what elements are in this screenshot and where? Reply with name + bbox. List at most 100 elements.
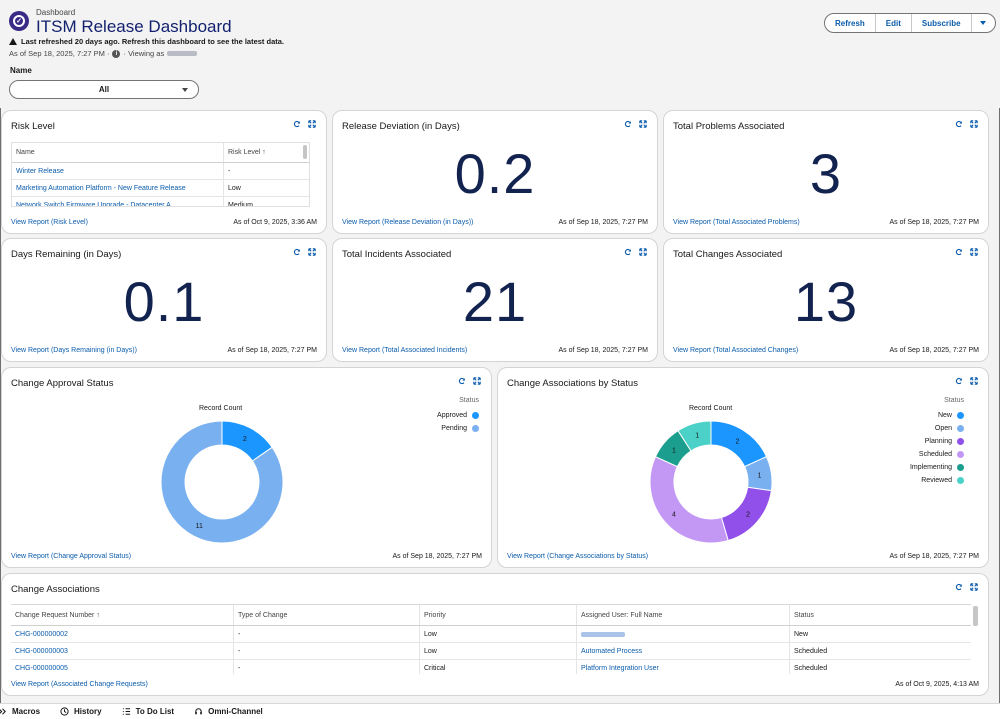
legend-item-scheduled[interactable]: Scheduled <box>844 448 964 461</box>
expand-icon[interactable] <box>473 377 481 385</box>
legend-item-pending[interactable]: Pending <box>359 422 479 435</box>
column-header[interactable]: Change Request Number ↑ <box>11 605 234 625</box>
chart-legend: Status New Open Planning Scheduled Implement… <box>844 397 964 487</box>
refresh-button[interactable]: Refresh <box>825 14 876 32</box>
scrollbar[interactable] <box>973 606 978 626</box>
card-title: Days Remaining (in Days) <box>11 249 122 260</box>
omni-channel-utility[interactable]: Omni-Channel <box>194 707 263 716</box>
legend-title: Status <box>944 397 964 404</box>
priority-cell: Critical <box>420 660 577 674</box>
view-report-link[interactable]: View Report (Release Deviation (in Days)… <box>342 219 474 226</box>
breadcrumb[interactable]: Dashboard <box>36 8 76 17</box>
history-utility[interactable]: History <box>60 707 102 716</box>
name-filter-select[interactable]: All <box>9 80 199 99</box>
scrollbar[interactable] <box>303 145 307 159</box>
metric-value[interactable]: 13 <box>793 270 859 333</box>
donut-slice-pending[interactable] <box>160 420 284 544</box>
legend-swatch <box>957 464 964 471</box>
slice-value-label: 2 <box>243 436 247 443</box>
release-link[interactable]: Marketing Automation Platform - New Feat… <box>12 180 224 196</box>
legend-swatch <box>472 425 479 432</box>
view-report-link[interactable]: View Report (Total Associated Incidents) <box>342 347 468 354</box>
view-report-link[interactable]: View Report (Change Associations by Stat… <box>507 553 649 560</box>
legend-item-approved[interactable]: Approved <box>359 409 479 422</box>
legend-item-planning[interactable]: Planning <box>844 435 964 448</box>
card-title: Change Associations by Status <box>507 378 638 389</box>
legend-swatch <box>472 412 479 419</box>
change-request-link[interactable]: CHG-000000003 <box>11 643 234 659</box>
table-header-row: Change Request Number ↑ Type of Change P… <box>11 605 971 626</box>
card-tools <box>624 248 647 256</box>
view-report-link[interactable]: View Report (Associated Change Requests) <box>11 681 148 688</box>
view-report-link[interactable]: View Report (Days Remaining (in Days)) <box>11 347 137 354</box>
release-link[interactable]: Network Switch Firmware Upgrade - Datace… <box>12 197 224 206</box>
release-link[interactable]: Winter Release <box>12 163 224 179</box>
expand-icon[interactable] <box>639 120 647 128</box>
filter-value: All <box>98 85 110 94</box>
refresh-icon[interactable] <box>293 248 301 256</box>
clock-icon <box>60 707 69 716</box>
legend-item-new[interactable]: New <box>844 409 964 422</box>
assigned-user-cell[interactable] <box>577 626 790 642</box>
refresh-icon[interactable] <box>955 120 963 128</box>
edit-button[interactable]: Edit <box>876 14 912 32</box>
table-row: Network Switch Firmware Upgrade - Datace… <box>12 197 309 207</box>
change-request-link[interactable]: CHG-000000005 <box>11 660 234 674</box>
expand-icon[interactable] <box>970 248 978 256</box>
legend-item-open[interactable]: Open <box>844 422 964 435</box>
refresh-icon[interactable] <box>624 248 632 256</box>
legend-item-reviewed[interactable]: Reviewed <box>844 474 964 487</box>
column-header-name[interactable]: Name <box>12 143 224 162</box>
legend-swatch <box>957 451 964 458</box>
refresh-icon[interactable] <box>624 120 632 128</box>
expand-icon[interactable] <box>639 248 647 256</box>
expand-icon[interactable] <box>308 120 316 128</box>
legend-label: Approved <box>437 412 467 419</box>
view-report-link[interactable]: View Report (Change Approval Status) <box>11 553 132 560</box>
viewing-as-text: · Viewing as <box>123 49 165 58</box>
column-header[interactable]: Type of Change <box>234 605 420 625</box>
legend-item-implementing[interactable]: Implementing <box>844 461 964 474</box>
more-actions-button[interactable] <box>972 14 995 32</box>
refresh-icon[interactable] <box>955 377 963 385</box>
refresh-icon[interactable] <box>955 248 963 256</box>
expand-icon[interactable] <box>970 120 978 128</box>
risk-level-value: Medium <box>228 201 253 207</box>
refresh-icon[interactable] <box>955 583 963 591</box>
metric-value[interactable]: 0.1 <box>123 270 205 333</box>
donut-slice-scheduled[interactable] <box>649 455 729 544</box>
history-label: History <box>74 707 102 716</box>
subscribe-button[interactable]: Subscribe <box>912 14 972 32</box>
assigned-user-link[interactable]: Platform Integration User <box>577 660 790 674</box>
macros-utility[interactable]: Macros <box>0 707 40 716</box>
view-report-link[interactable]: View Report (Total Associated Changes) <box>673 347 799 354</box>
column-header[interactable]: Assigned User: Full Name <box>577 605 790 625</box>
todo-utility[interactable]: To Do List <box>122 707 174 716</box>
column-header[interactable]: Priority <box>420 605 577 625</box>
total-problems-card: Total Problems Associated 3 View Report … <box>663 110 989 234</box>
column-header-risk-level[interactable]: Risk Level ↑ <box>228 149 266 156</box>
metric-value[interactable]: 3 <box>809 142 843 205</box>
legend-label: Reviewed <box>921 477 952 484</box>
expand-icon[interactable] <box>970 583 978 591</box>
card-title: Change Approval Status <box>11 378 114 389</box>
table-row: CHG-000000002 - Low New <box>11 626 971 643</box>
expand-icon[interactable] <box>970 377 978 385</box>
donut-slice-reviewed[interactable] <box>677 420 712 452</box>
refresh-icon[interactable] <box>293 120 301 128</box>
legend-label: Implementing <box>909 464 952 471</box>
assigned-user-link[interactable]: Automated Process <box>577 643 790 659</box>
view-report-link[interactable]: View Report (Total Associated Problems) <box>673 219 800 226</box>
header-button-group: Refresh Edit Subscribe <box>824 13 996 33</box>
as-of-date: As of Oct 9, 2025, 4:13 AM <box>895 681 979 688</box>
slice-value-label: 1 <box>758 473 762 480</box>
refresh-icon[interactable] <box>458 377 466 385</box>
metric-value[interactable]: 21 <box>462 270 528 333</box>
view-report-link[interactable]: View Report (Risk Level) <box>11 219 88 226</box>
expand-icon[interactable] <box>308 248 316 256</box>
metric-value[interactable]: 0.2 <box>454 142 536 205</box>
column-header[interactable]: Status <box>794 611 814 619</box>
info-icon[interactable]: i <box>112 49 121 58</box>
change-request-link[interactable]: CHG-000000002 <box>11 626 234 642</box>
refresh-warning: Last refreshed 20 days ago. Refresh this… <box>9 37 284 46</box>
